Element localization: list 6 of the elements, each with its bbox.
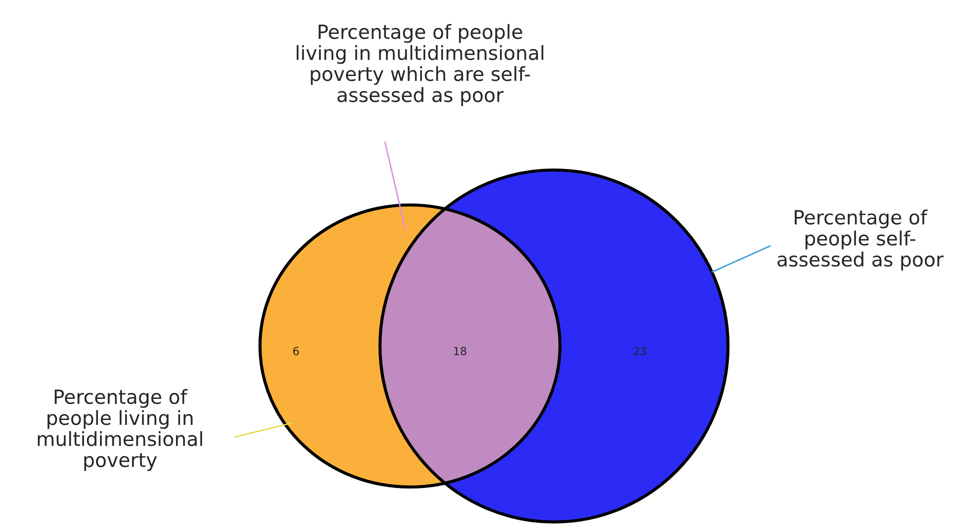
category-label: Percentage of people self- assessed as poor (778, 210, 944, 270)
category-label: Percentage of people living in multidimensional poverty which are self- assessed as poor (296, 24, 544, 106)
data-label: 18 (454, 346, 466, 356)
data-label: 23 (634, 346, 646, 356)
data-label: 6 (293, 346, 299, 356)
category-label: Percentage of people living in multidimensional poverty (38, 389, 202, 471)
